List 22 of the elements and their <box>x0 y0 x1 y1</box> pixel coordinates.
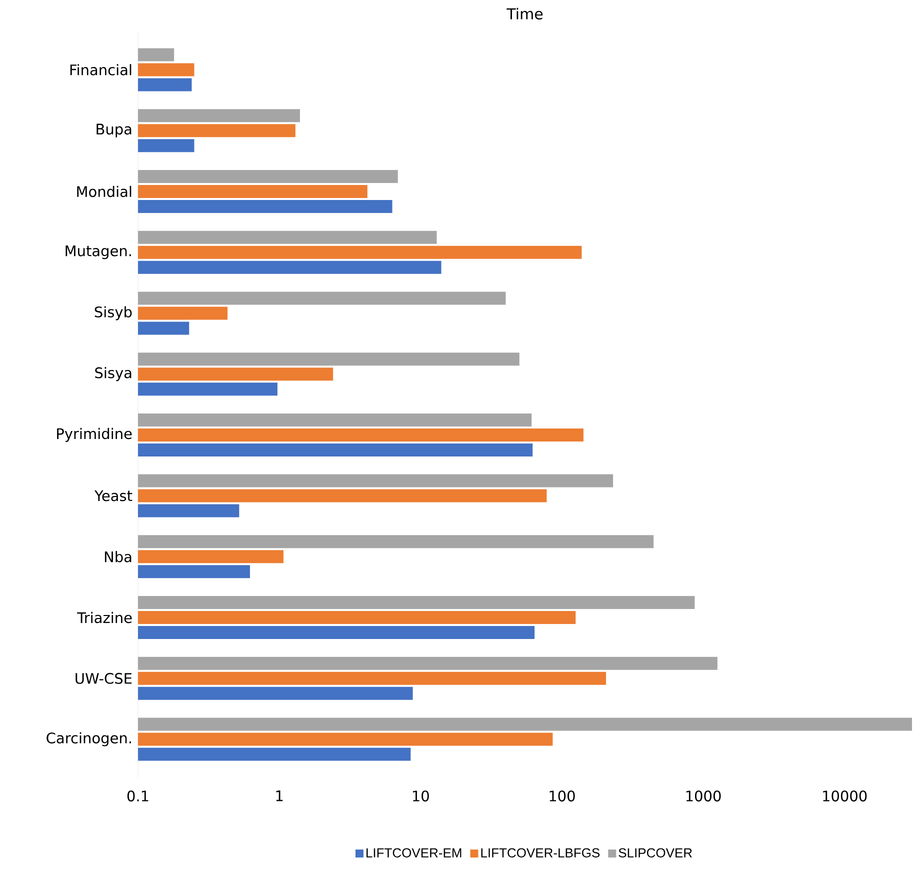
y-tick-label: Nba <box>104 551 132 562</box>
legend-label: LIFTCOVER-LBFGS <box>481 848 600 858</box>
x-tick-label: 10 <box>413 790 429 802</box>
y-tick-label: Pyrimidine <box>57 428 132 442</box>
y-tick-label: Carcinogen. <box>46 732 131 746</box>
x-tick-label: 1 <box>276 790 283 802</box>
legend-label: LIFTCOVER-EM <box>366 848 462 858</box>
y-tick-label: UW-CSE <box>76 672 132 684</box>
x-tick-label: 10000 <box>823 790 867 802</box>
y-tick-label: Sisya <box>95 367 132 382</box>
y-tick-label: Mondial <box>77 186 132 198</box>
x-tick-label: 100 <box>550 790 575 802</box>
y-tick-label: Sisyb <box>94 306 132 320</box>
y-tick-label: Triazine <box>77 612 132 624</box>
x-tick-label: 1000 <box>686 790 721 802</box>
y-tick-label: Bupa <box>96 124 132 138</box>
chart-title: Time <box>506 8 543 20</box>
y-tick-label: Yeast <box>94 490 132 502</box>
y-tick-label: Mutagen. <box>66 246 131 260</box>
x-tick-label: 0.1 <box>127 790 148 802</box>
y-tick-label: Financial <box>70 64 132 76</box>
legend-label: SLIPCOVER <box>618 848 692 858</box>
